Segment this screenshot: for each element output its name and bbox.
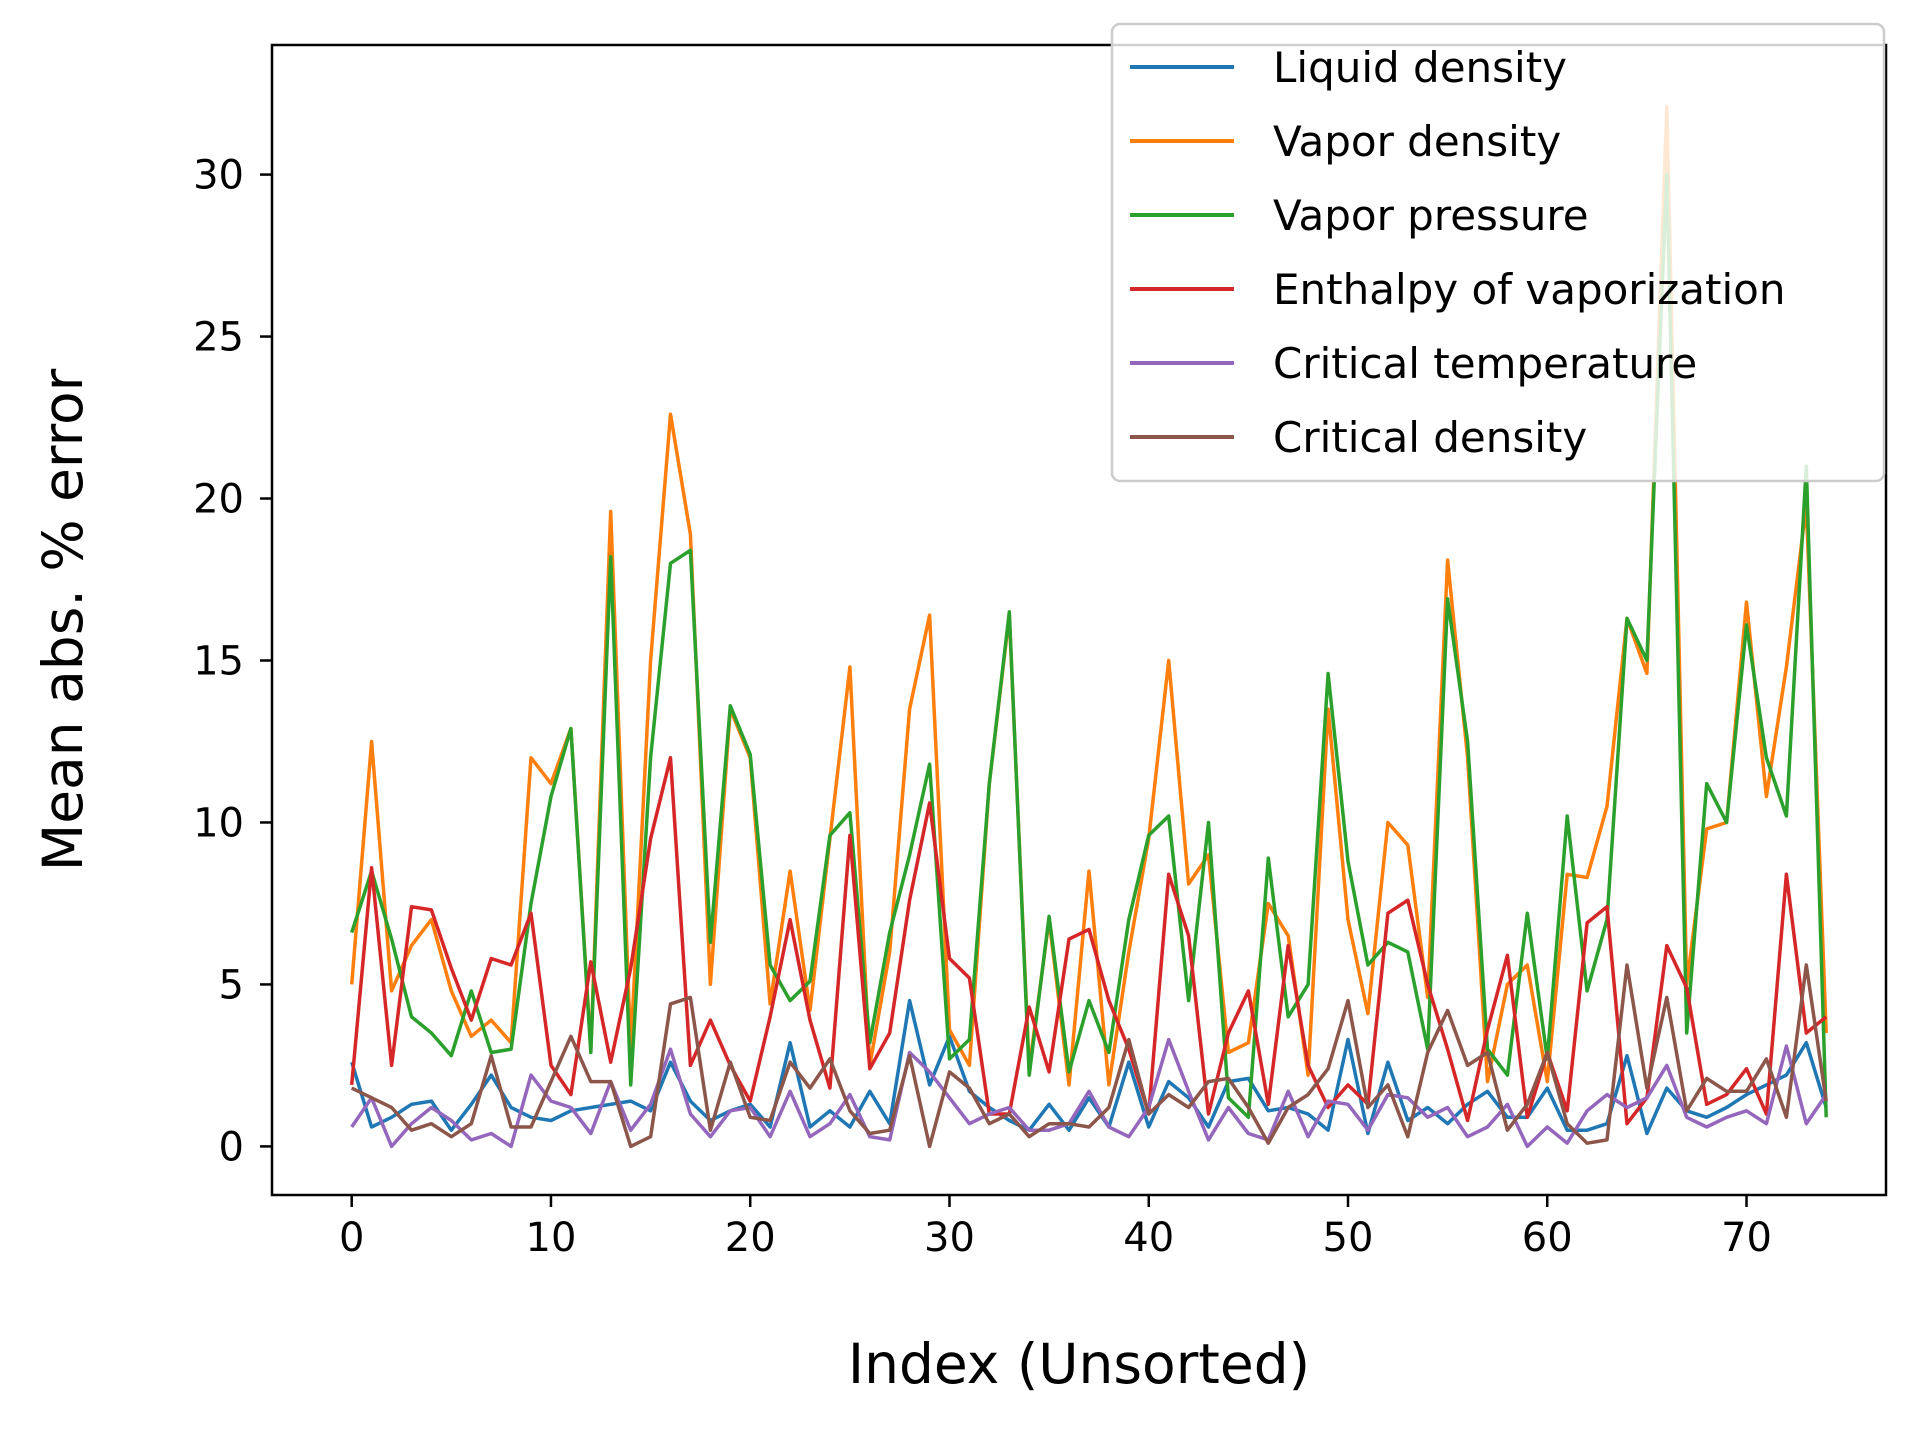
y-axis-ticks: 0 5 10 15 20 25 30 [193,153,272,1170]
y-tick-label: 30 [193,153,244,199]
legend-label: Enthalpy of vaporization [1273,265,1785,314]
y-tick-label: 10 [193,800,244,846]
series-line-4 [349,755,1828,1126]
x-tick-label: 50 [1323,1215,1374,1261]
y-tick-label: 5 [219,962,244,1008]
series-line-6 [350,963,1828,1149]
y-tick-label: 0 [219,1124,244,1170]
series-layer [349,104,1828,1149]
x-tick-label: 40 [1123,1215,1174,1261]
plot-frame [270,43,1888,1197]
y-tick-label: 20 [193,477,244,523]
x-tick-label: 60 [1522,1215,1573,1261]
legend: Liquid density Vapor density Vapor pressur… [1110,22,1886,483]
y-tick-label: 25 [193,315,244,361]
series-line-3 [350,172,1828,1120]
series-line-1 [350,998,1828,1136]
y-tick-label: 15 [193,638,244,684]
legend-label: Critical temperature [1273,339,1697,388]
legend-label: Vapor density [1273,117,1561,166]
x-tick-label: 0 [339,1215,364,1261]
x-tick-label: 70 [1721,1215,1772,1261]
x-axis-ticks: 0 10 20 30 40 50 60 70 [339,1195,1772,1261]
legend-label: Liquid density [1273,43,1567,92]
x-tick-label: 20 [725,1215,776,1261]
series-line-5 [350,1037,1828,1149]
x-tick-label: 10 [526,1215,577,1261]
x-axis-label: Index (Unsorted) [848,1332,1310,1396]
y-axis-label: Mean abs. % error [31,368,95,871]
legend-label: Critical density [1273,413,1587,462]
x-tick-label: 30 [924,1215,975,1261]
legend-label: Vapor pressure [1273,191,1589,240]
legend-box [1110,22,1886,483]
